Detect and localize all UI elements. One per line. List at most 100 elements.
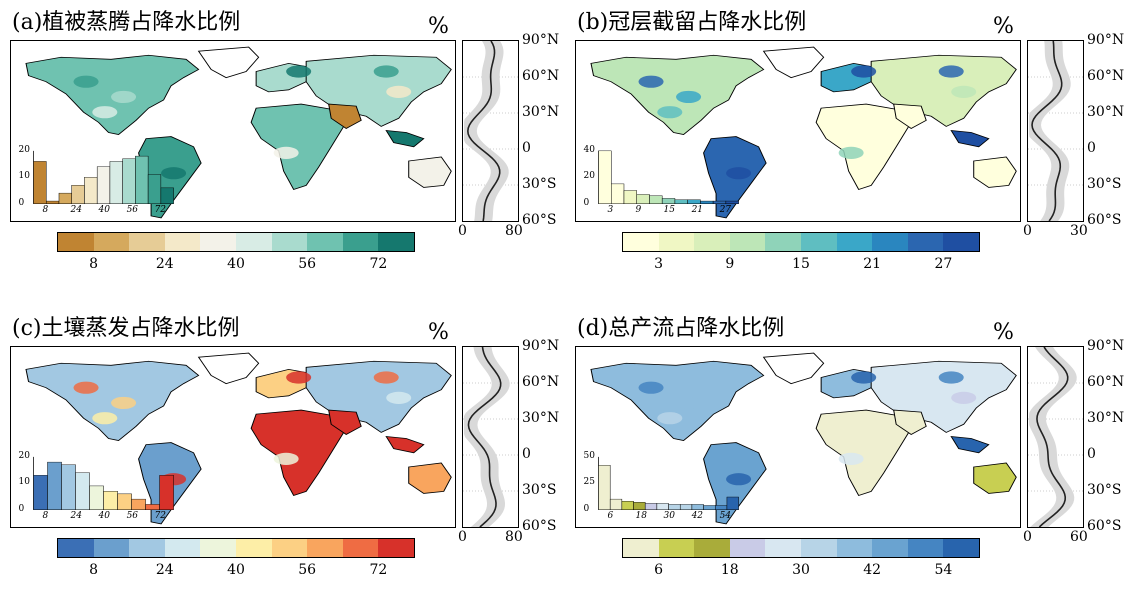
histogram-bar [598, 465, 611, 510]
colorbar [622, 232, 980, 252]
land-africa [815, 409, 910, 496]
map-region-patch [638, 75, 664, 88]
histogram-bar [598, 150, 612, 204]
colorbar-segment [200, 233, 236, 251]
profile-mean-line [1036, 347, 1069, 527]
histogram-bar [147, 174, 162, 204]
inset-histogram [598, 150, 739, 205]
histogram-bar [117, 493, 132, 510]
colorbar-segment [342, 539, 379, 557]
histogram-bar [58, 192, 72, 204]
histogram-bar [45, 200, 60, 204]
map-region-patch [938, 65, 964, 78]
histogram-bar [679, 504, 693, 510]
histogram-bar [122, 158, 136, 204]
histogram-bar [714, 505, 728, 510]
colorbar-segment [694, 233, 730, 251]
map-region-patch [726, 167, 752, 180]
profile-range-band [1029, 347, 1077, 527]
world-map: 50 25 0 6 18 30 42 54 [575, 346, 1021, 528]
latitude-label: 30°N [1087, 410, 1125, 426]
profile-range-band [464, 347, 510, 527]
latitude-label: 60°S [522, 212, 557, 228]
colorbar-tick: 40 [227, 562, 245, 578]
map-region-patch [838, 452, 864, 465]
map-region-patch [726, 473, 752, 486]
latitude-label: 0 [522, 446, 531, 462]
colorbar-segment [378, 233, 414, 251]
histogram-ytick: 50 [583, 450, 595, 461]
land-africa [815, 103, 910, 190]
map-region-patch [273, 452, 299, 465]
histogram-bar [703, 505, 716, 510]
colorbar-segment [943, 233, 979, 251]
map-region-patch [851, 65, 877, 78]
unit-label: % [428, 320, 449, 345]
map-region-patch [638, 381, 664, 394]
histogram-bar [96, 166, 111, 204]
latitude-profile [1027, 40, 1084, 222]
histogram-ytick: 0 [18, 197, 25, 208]
histogram-bar [61, 464, 76, 510]
histogram-bar [644, 503, 658, 510]
unit-label: % [993, 14, 1014, 39]
land-africa [250, 103, 345, 190]
map-region-patch [373, 371, 399, 384]
colorbar-segment [271, 233, 308, 251]
colorbar-segment [729, 233, 766, 251]
map-region-patch [273, 146, 299, 159]
map-region-patch [951, 391, 977, 404]
map-svg [590, 46, 1017, 219]
histogram-xtick: 27 [719, 204, 732, 215]
land-greenland [197, 46, 260, 79]
colorbar-segment [164, 539, 201, 557]
histogram-xtick: 54 [719, 510, 732, 521]
colorbar-tick: 8 [89, 256, 99, 272]
colorbar-segment [836, 539, 873, 557]
profile-mean-line [1031, 41, 1063, 221]
colorbar-segment [93, 539, 130, 557]
profile-xtick: 80 [505, 223, 523, 239]
colorbar [622, 538, 980, 558]
map-region-patch [676, 396, 702, 410]
histogram-bar [109, 161, 123, 204]
colorbar-segment [129, 539, 165, 557]
map-region-patch [657, 412, 683, 425]
histogram-xtick: 56 [126, 204, 139, 215]
colorbar-tick: 24 [155, 562, 174, 578]
colorbar-tick: 3 [654, 256, 664, 272]
land-australia [973, 156, 1017, 188]
colorbar-tick: 21 [863, 256, 882, 272]
histogram-xtick: 15 [663, 204, 675, 215]
latitude-label: 60°S [522, 518, 557, 534]
histogram-bar [33, 475, 48, 510]
histogram-bar [135, 155, 149, 204]
panel-b: (b)冠层截留占降水比例% 40 20 0 3 9 15 21 27 90°N 60°N 30°N 0 3… [565, 0, 1135, 290]
histogram-bar [656, 503, 669, 510]
land-australia [408, 462, 452, 494]
histogram-ytick: 10 [18, 171, 30, 182]
map-region-patch [938, 371, 964, 384]
latitude-label: 0 [1087, 140, 1096, 156]
histogram-xtick: 56 [126, 510, 139, 521]
panel-a: (a)植被蒸腾占降水比例% 20 10 0 8 24 40 56 72 90°N 60°N 30°N 0… [0, 0, 570, 290]
latitude-label: 90°N [1087, 32, 1125, 48]
histogram-xtick: 24 [70, 204, 82, 215]
colorbar-segment [800, 233, 837, 251]
histogram-ytick: 25 [583, 477, 595, 488]
colorbar [57, 538, 415, 558]
latitude-label: 30°N [522, 104, 560, 120]
panel-title: (c)土壤蒸发占降水比例 [12, 316, 240, 341]
land-australia [408, 156, 452, 188]
map-region-patch [161, 167, 187, 180]
land-australia [973, 462, 1017, 494]
latitude-profile [1027, 346, 1084, 528]
colorbar-segment [658, 233, 695, 251]
histogram-bar [71, 185, 85, 204]
map-region-patch [73, 75, 99, 88]
latitude-label: 30°S [522, 482, 557, 498]
histogram-xtick: 42 [691, 510, 704, 521]
map-region-patch [92, 106, 118, 119]
histogram-bar [661, 198, 676, 204]
profile-xtick: 30 [1070, 223, 1088, 239]
